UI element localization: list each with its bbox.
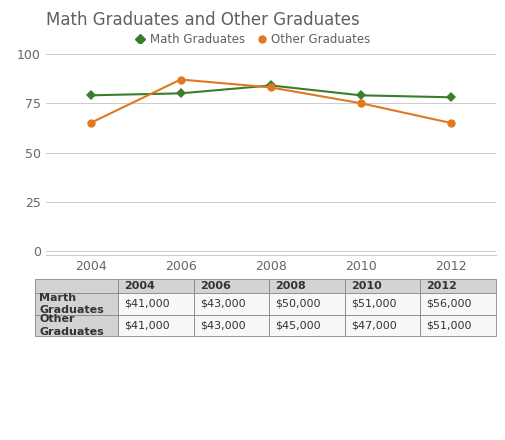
FancyBboxPatch shape: [420, 293, 495, 315]
FancyBboxPatch shape: [193, 279, 269, 293]
FancyBboxPatch shape: [35, 315, 118, 336]
FancyBboxPatch shape: [193, 293, 269, 315]
Legend: Math Graduates, Other Graduates: Math Graduates, Other Graduates: [131, 28, 374, 51]
Text: $47,000: $47,000: [350, 320, 396, 330]
FancyBboxPatch shape: [193, 315, 269, 336]
Text: $41,000: $41,000: [124, 299, 170, 309]
FancyBboxPatch shape: [118, 315, 193, 336]
Text: 2008: 2008: [275, 281, 306, 291]
FancyBboxPatch shape: [420, 279, 495, 293]
Text: $50,000: $50,000: [275, 299, 320, 309]
FancyBboxPatch shape: [269, 279, 344, 293]
FancyBboxPatch shape: [35, 279, 118, 293]
Text: $43,000: $43,000: [199, 299, 245, 309]
Text: 2012: 2012: [426, 281, 457, 291]
FancyBboxPatch shape: [344, 279, 420, 293]
Text: $43,000: $43,000: [199, 320, 245, 330]
Text: Other
Graduates: Other Graduates: [39, 314, 104, 337]
Text: $41,000: $41,000: [124, 320, 170, 330]
Text: Marth
Graduates: Marth Graduates: [39, 293, 104, 315]
FancyBboxPatch shape: [344, 315, 420, 336]
Text: $56,000: $56,000: [426, 299, 471, 309]
FancyBboxPatch shape: [118, 293, 193, 315]
FancyBboxPatch shape: [35, 293, 118, 315]
FancyBboxPatch shape: [344, 293, 420, 315]
FancyBboxPatch shape: [420, 315, 495, 336]
Text: $51,000: $51,000: [350, 299, 395, 309]
Text: $51,000: $51,000: [426, 320, 471, 330]
Text: 2010: 2010: [350, 281, 381, 291]
FancyBboxPatch shape: [269, 315, 344, 336]
Text: 2006: 2006: [199, 281, 230, 291]
FancyBboxPatch shape: [118, 279, 193, 293]
Text: Math Graduates and Other Graduates: Math Graduates and Other Graduates: [45, 11, 359, 29]
Text: $45,000: $45,000: [275, 320, 320, 330]
Text: 2004: 2004: [124, 281, 155, 291]
FancyBboxPatch shape: [269, 293, 344, 315]
